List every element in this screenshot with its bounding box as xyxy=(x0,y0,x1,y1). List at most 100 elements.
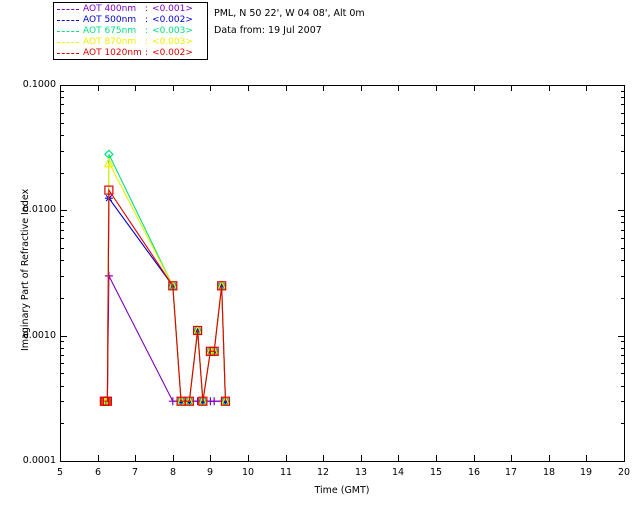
x-axis-tick-top xyxy=(323,85,324,91)
y-axis-minor-tick-right xyxy=(621,104,625,105)
x-axis-tick-top xyxy=(511,85,512,91)
y-axis-minor-tick-right xyxy=(621,276,625,277)
data-point-marker-asterisk xyxy=(210,347,219,356)
x-axis-tick xyxy=(361,455,362,461)
y-axis-minor-tick-right xyxy=(621,230,625,231)
x-axis-tick-top xyxy=(436,85,437,91)
y-axis-tick xyxy=(60,336,67,337)
x-axis-tick-label: 16 xyxy=(467,467,481,478)
y-axis-minor-tick xyxy=(60,91,64,92)
legend-line-swatch-icon xyxy=(57,20,79,21)
data-point-marker-square xyxy=(184,396,194,406)
data-series xyxy=(99,149,231,407)
x-axis-tick-label: 13 xyxy=(354,467,368,478)
data-point-marker-diamond xyxy=(198,396,208,407)
x-axis-tick-label: 6 xyxy=(94,467,102,478)
data-point-marker-diamond xyxy=(102,396,113,407)
y-axis-minor-tick xyxy=(60,386,64,387)
y-axis-minor-tick-right xyxy=(621,248,625,249)
data-point-marker-diamond xyxy=(101,396,111,407)
y-axis-minor-tick xyxy=(60,373,64,374)
x-axis-tick-label: 8 xyxy=(169,467,177,478)
data-point-marker-triangle xyxy=(102,395,113,406)
y-axis-tick-label: 0.0010 xyxy=(22,330,56,341)
data-point-marker-diamond xyxy=(209,346,220,357)
legend-line-swatch-icon xyxy=(57,42,79,43)
data-point-marker-asterisk xyxy=(101,397,110,406)
legend-item-value: <0.001> xyxy=(152,4,193,14)
y-axis-minor-tick-right xyxy=(621,348,625,349)
x-axis-tick-top xyxy=(135,85,136,91)
y-axis-minor-tick-right xyxy=(621,173,625,174)
data-point-marker-diamond xyxy=(192,325,203,336)
y-axis-minor-tick-right xyxy=(621,123,625,124)
y-axis-minor-tick xyxy=(60,230,64,231)
legend-item-separator: : xyxy=(145,15,149,25)
data-point-marker-square xyxy=(176,396,186,406)
data-point-marker-asterisk xyxy=(206,347,215,356)
y-axis-minor-tick-right xyxy=(621,298,625,299)
data-point-marker-asterisk xyxy=(103,397,112,406)
legend-item: AOT 675nm: <0.003> xyxy=(57,26,205,37)
legend-item-separator: : xyxy=(145,48,149,58)
legend-item-separator: : xyxy=(145,26,149,36)
data-point-marker-asterisk xyxy=(100,397,109,406)
x-axis-tick-top xyxy=(60,85,61,91)
data-point-marker-asterisk xyxy=(221,397,230,406)
y-axis-title: Imaginary Part of Refractive Index xyxy=(20,188,31,351)
x-axis-tick xyxy=(60,455,61,461)
data-point-marker-plus xyxy=(193,397,202,406)
data-point-marker-plus xyxy=(104,271,113,280)
data-point-marker-triangle xyxy=(103,157,114,168)
y-axis-minor-tick-right xyxy=(621,222,625,223)
x-axis-tick xyxy=(210,455,211,461)
data-point-marker-asterisk xyxy=(185,397,194,406)
site-info-text: PML, N 50 22', W 04 08', Alt 0m xyxy=(214,8,365,19)
data-series xyxy=(100,194,230,406)
y-axis-tick xyxy=(60,210,67,211)
y-axis-tick-right xyxy=(618,336,625,337)
y-axis-minor-tick-right xyxy=(621,216,625,217)
y-axis-minor-tick-right xyxy=(621,355,625,356)
x-axis-tick-label: 15 xyxy=(429,467,443,478)
x-axis-tick-label: 5 xyxy=(56,467,64,478)
y-axis-minor-tick-right xyxy=(621,151,625,152)
data-point-marker-square xyxy=(102,396,112,406)
y-axis-minor-tick-right xyxy=(621,423,625,424)
data-point-marker-square xyxy=(217,281,227,291)
y-axis-tick-label: 0.0100 xyxy=(22,204,56,215)
data-point-marker-plus xyxy=(221,397,230,406)
x-axis-tick xyxy=(398,455,399,461)
data-series-line xyxy=(104,275,226,402)
y-axis-tick-right xyxy=(618,85,625,86)
data-point-marker-triangle xyxy=(167,280,178,291)
x-axis-tick xyxy=(549,455,550,461)
y-axis-tick xyxy=(60,461,67,462)
x-axis-tick-label: 19 xyxy=(579,467,593,478)
x-axis-tick-label: 14 xyxy=(391,467,405,478)
data-point-marker-triangle xyxy=(220,395,231,406)
data-date-text: Data from: 19 Jul 2007 xyxy=(214,25,322,36)
x-axis-tick-top xyxy=(586,85,587,91)
data-series-line xyxy=(104,188,226,402)
data-point-marker-plus xyxy=(103,397,112,406)
data-point-marker-diamond xyxy=(220,396,231,407)
data-point-marker-triangle xyxy=(216,280,227,291)
data-series xyxy=(100,271,230,406)
data-point-marker-plus xyxy=(217,397,226,406)
legend-item-label: AOT 400nm xyxy=(83,4,137,14)
legend-item-label: AOT 675nm xyxy=(83,26,137,36)
data-point-marker-plus xyxy=(100,397,109,406)
x-axis-tick-top xyxy=(624,85,625,91)
y-axis-minor-tick-right xyxy=(621,238,625,239)
y-axis-minor-tick xyxy=(60,355,64,356)
y-axis-minor-tick xyxy=(60,341,64,342)
legend-item-value: <0.003> xyxy=(152,37,193,47)
data-point-marker-square xyxy=(198,396,208,406)
y-axis-minor-tick xyxy=(60,260,64,261)
x-axis-tick xyxy=(173,455,174,461)
data-point-marker-plus xyxy=(206,397,215,406)
legend-item-label: AOT 870nm xyxy=(83,37,137,47)
data-point-marker-triangle xyxy=(100,395,111,406)
